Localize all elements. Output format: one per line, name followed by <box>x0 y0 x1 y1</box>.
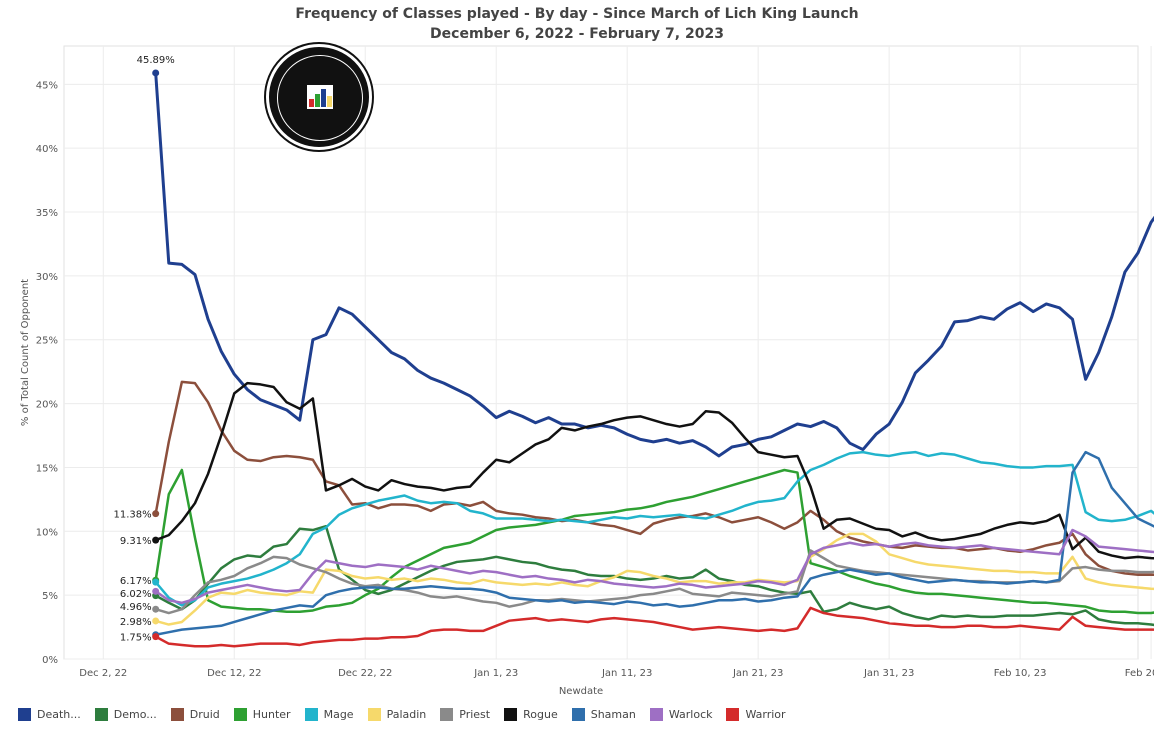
series-line-warlock <box>154 528 1154 605</box>
start-point <box>152 617 160 625</box>
x-tick-label: Dec 12, 22 <box>207 668 261 679</box>
legend-label: Shaman <box>590 708 636 721</box>
y-tick-label: 45% <box>36 80 58 91</box>
legend-item[interactable]: Death... <box>18 708 81 721</box>
legend-item[interactable]: Mage <box>304 708 354 721</box>
legend-label: Warlock <box>668 708 713 721</box>
start-point <box>152 69 160 77</box>
logo-bars-icon <box>307 85 333 109</box>
data-label: 2.98% <box>120 617 152 628</box>
x-tick-label: Jan 1, 23 <box>473 668 518 679</box>
data-label: 6.02% <box>120 589 152 600</box>
y-tick-label: 5% <box>42 591 58 602</box>
x-tick-label: Jan 21, 23 <box>732 668 783 679</box>
legend-swatch <box>649 708 663 721</box>
start-point <box>152 510 160 518</box>
y-tick-label: 35% <box>36 208 58 219</box>
data-label: 11.38% <box>114 510 152 521</box>
y-tick-label: 20% <box>36 400 58 411</box>
legend-swatch <box>304 708 318 721</box>
legend-swatch <box>726 708 740 721</box>
y-tick-label: 40% <box>36 144 58 155</box>
legend-swatch <box>94 708 108 721</box>
legend-label: Paladin <box>386 708 427 721</box>
chart-subtitle: December 6, 2022 - February 7, 2023 <box>430 26 724 42</box>
legend-item[interactable]: Demo... <box>94 708 157 721</box>
series-line-mage <box>154 450 1154 607</box>
y-tick-label: 30% <box>36 272 58 283</box>
legend-item[interactable]: Warlock <box>649 708 713 721</box>
series-line-warrior <box>155 606 1154 648</box>
x-axis-label: Newdate <box>559 686 603 697</box>
legend-label: Druid <box>189 708 220 721</box>
legend-item[interactable]: Shaman <box>571 708 636 721</box>
chart-legend: Death... Demo... Druid Hunter Mage Paladin Pri… <box>18 708 800 721</box>
legend-swatch <box>367 708 381 721</box>
chart-title-block: Frequency of Classes played - By day - S… <box>0 4 1154 44</box>
data-label: 9.31% <box>120 536 152 547</box>
legend-label: Rogue <box>523 708 558 721</box>
x-tick-label: Dec 22, 22 <box>338 668 392 679</box>
legend-swatch <box>233 708 247 721</box>
x-tick-label: Feb 20, 23 <box>1125 668 1154 679</box>
start-point <box>152 578 160 586</box>
legend-swatch <box>571 708 585 721</box>
legend-item[interactable]: Paladin <box>367 708 427 721</box>
data-label: 6.17% <box>120 576 152 587</box>
series-line-death <box>154 72 1154 458</box>
y-tick-label: 15% <box>36 463 58 474</box>
data-reaper-logo <box>266 44 372 150</box>
x-tick-label: Dec 2, 22 <box>79 668 127 679</box>
x-tick-label: Jan 31, 23 <box>863 668 914 679</box>
legend-label: Mage <box>323 708 354 721</box>
data-label: 4.96% <box>120 602 152 613</box>
start-point <box>152 605 160 613</box>
legend-swatch <box>440 708 454 721</box>
x-tick-label: Feb 10, 23 <box>994 668 1047 679</box>
logo-ring <box>277 55 363 141</box>
legend-item[interactable]: Warrior <box>726 708 786 721</box>
series-line-hunter <box>154 468 1154 615</box>
legend-item[interactable]: Priest <box>440 708 490 721</box>
legend-swatch <box>18 708 31 721</box>
legend-item[interactable]: Rogue <box>504 708 558 721</box>
series-line-shaman <box>155 450 1154 636</box>
start-point <box>152 536 160 544</box>
legend-item[interactable]: Hunter <box>233 708 291 721</box>
y-tick-label: 25% <box>36 336 58 347</box>
legend-item[interactable]: Druid <box>170 708 220 721</box>
chart-title: Frequency of Classes played - By day - S… <box>295 6 859 22</box>
x-tick-label: Jan 11, 23 <box>601 668 652 679</box>
series-line-paladin <box>155 532 1154 626</box>
y-tick-label: 0% <box>42 655 58 666</box>
series-line-rogue <box>155 381 1154 560</box>
start-point <box>152 587 160 595</box>
legend-swatch <box>170 708 184 721</box>
legend-label: Warrior <box>745 708 786 721</box>
legend-label: Death... <box>37 708 81 721</box>
legend-label: Priest <box>459 708 491 721</box>
legend-swatch <box>504 708 518 721</box>
legend-label: Demo... <box>113 708 157 721</box>
data-label: 1.75% <box>120 633 152 644</box>
legend-label: Hunter <box>252 708 291 721</box>
y-axis-label: % of Total Count of Opponent <box>20 279 31 426</box>
start-point <box>152 633 160 641</box>
data-label: 45.89% <box>137 55 175 66</box>
y-tick-label: 10% <box>36 527 58 538</box>
